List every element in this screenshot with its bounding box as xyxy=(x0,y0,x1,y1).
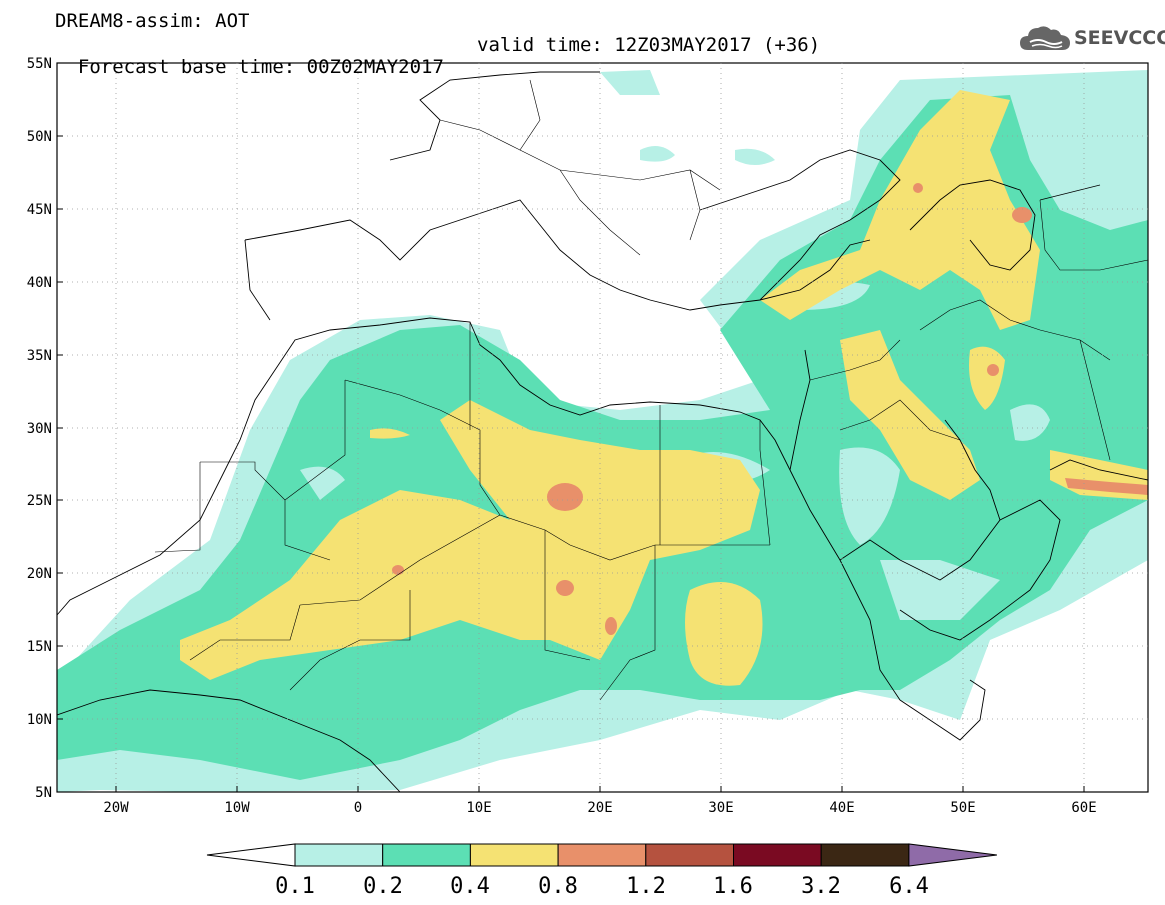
lon-axis: 20W 10W 0 10E 20E 30E 40E 50E 60E xyxy=(103,800,1096,816)
base-time-text: Forecast base time: 00Z02MAY2017 xyxy=(77,56,444,78)
lon-label: 30E xyxy=(708,800,733,816)
colorbar-label: 0.4 xyxy=(450,874,490,899)
lon-label: 10W xyxy=(224,800,250,816)
colorbar-swatch xyxy=(557,843,647,867)
lon-label: 40E xyxy=(829,800,854,816)
aot-level-orange xyxy=(392,183,1148,635)
lat-label: 25N xyxy=(27,493,52,509)
valid-time-text: valid time: 12Z03MAY2017 (+36) xyxy=(477,34,821,56)
lon-label: 0 xyxy=(354,800,362,816)
colorbar xyxy=(206,843,997,867)
graticule xyxy=(57,63,1148,792)
logo-text: SEEVCCC xyxy=(1074,27,1165,49)
lon-label: 20W xyxy=(103,800,129,816)
lat-label: 10N xyxy=(27,712,52,728)
lat-axis: 55N 50N 45N 40N 35N 30N 25N 20N 15N 10N … xyxy=(27,56,52,801)
lat-label: 5N xyxy=(35,785,52,801)
colorbar-label: 1.6 xyxy=(713,874,753,899)
colorbar-swatch xyxy=(908,843,997,867)
colorbar-label: 0.1 xyxy=(275,874,315,899)
lon-label: 10E xyxy=(466,800,491,816)
colorbar-swatch xyxy=(469,843,559,867)
colorbar-swatch xyxy=(645,843,734,867)
cloud-icon xyxy=(1020,26,1070,50)
lat-label: 30N xyxy=(27,421,52,437)
lat-label: 55N xyxy=(27,56,52,72)
lat-label: 20N xyxy=(27,566,52,582)
colorbar-swatch xyxy=(382,843,471,867)
lat-label: 15N xyxy=(27,639,52,655)
colorbar-labels: 0.1 0.2 0.4 0.8 1.2 1.6 3.2 6.4 xyxy=(275,874,929,899)
lon-label: 60E xyxy=(1071,800,1096,816)
colorbar-label: 1.2 xyxy=(626,874,666,899)
colorbar-swatch xyxy=(733,843,822,867)
lat-label: 45N xyxy=(27,202,52,218)
coastlines xyxy=(57,71,1148,792)
colorbar-label: 0.8 xyxy=(538,874,578,899)
colorbar-label: 3.2 xyxy=(801,874,841,899)
colorbar-label: 6.4 xyxy=(889,874,929,899)
colorbar-swatch xyxy=(294,843,384,867)
lat-label: 50N xyxy=(27,129,52,145)
country-borders xyxy=(154,79,1148,701)
lon-label: 20E xyxy=(587,800,612,816)
lat-label: 35N xyxy=(27,348,52,364)
seevccc-logo: SEEVCCC xyxy=(1018,20,1165,56)
colorbar-swatch xyxy=(206,843,296,867)
lat-label: 40N xyxy=(27,275,52,291)
map-title: DREAM8-assim: AOT xyxy=(55,10,250,32)
colorbar-label: 0.2 xyxy=(363,874,403,899)
aot-field xyxy=(57,70,1148,792)
colorbar-swatch xyxy=(820,843,910,867)
lon-label: 50E xyxy=(950,800,975,816)
forecast-base-time: Forecast base time: 00Z02MAY2017 valid t… xyxy=(55,34,820,100)
tick-marks xyxy=(57,135,1085,792)
